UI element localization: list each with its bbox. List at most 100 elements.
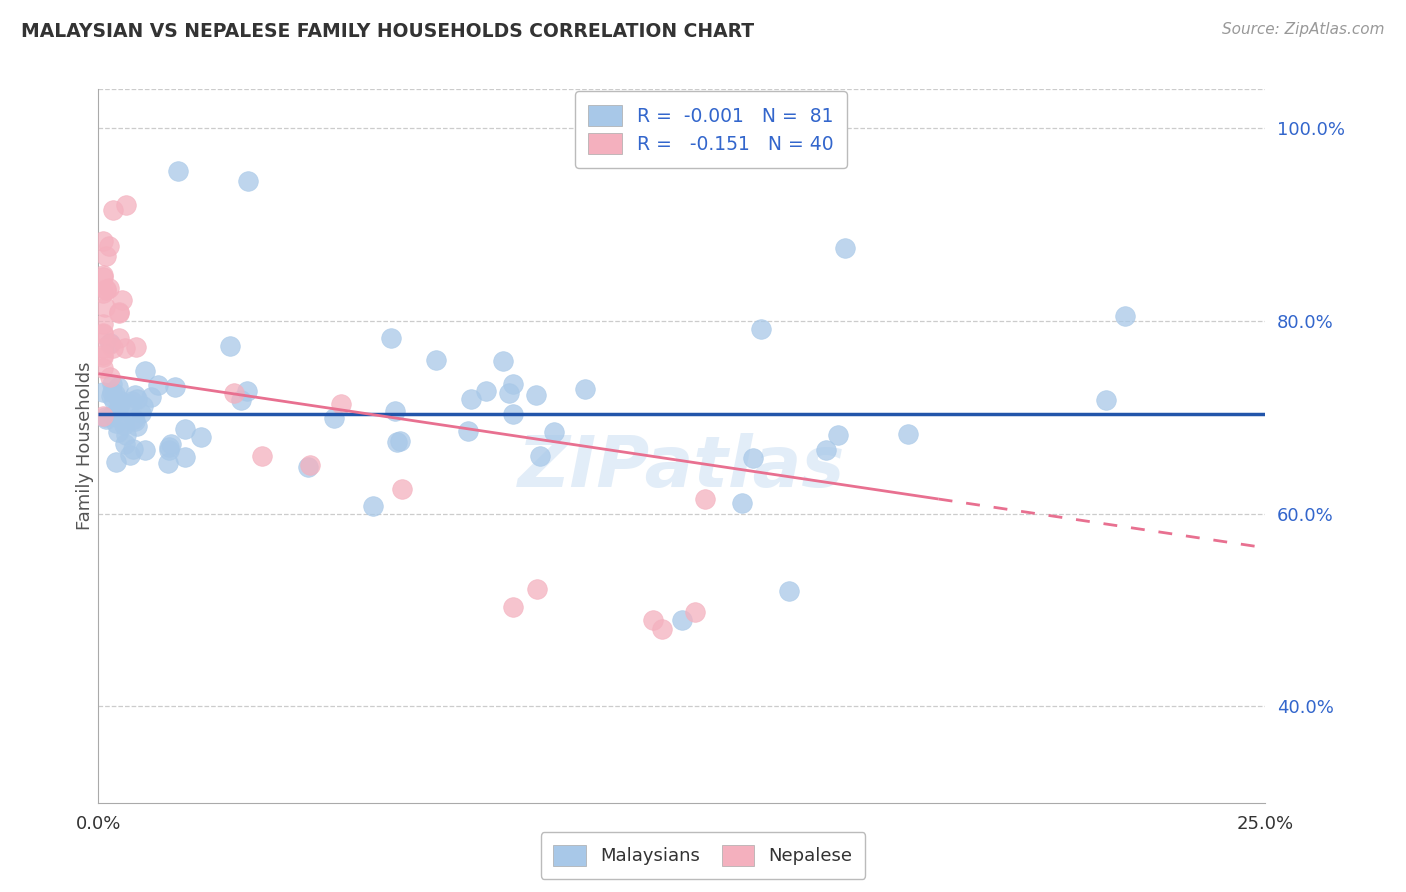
Point — [742, 450, 765, 465]
Point — [107, 380, 129, 394]
Point — [125, 340, 148, 354]
Point — [98, 281, 121, 295]
Point — [115, 198, 138, 212]
Point — [91, 268, 114, 282]
Point — [91, 341, 114, 355]
Point — [108, 410, 131, 425]
Point — [91, 326, 114, 341]
Point — [683, 605, 706, 619]
Point — [134, 364, 156, 378]
Point — [101, 376, 124, 391]
Y-axis label: Family Households: Family Households — [76, 362, 94, 530]
Point — [111, 293, 134, 308]
Point — [163, 380, 186, 394]
Point — [100, 337, 122, 351]
Point — [897, 426, 920, 441]
Legend: R =  -0.001   N =  81, R =   -0.151   N = 40: R = -0.001 N = 81, R = -0.151 N = 40 — [575, 92, 846, 168]
Point — [236, 174, 259, 188]
Point — [114, 428, 136, 442]
Point — [101, 341, 124, 355]
Point — [380, 330, 402, 344]
Point — [121, 393, 143, 408]
Point — [101, 202, 124, 217]
Point — [107, 425, 129, 439]
Point — [107, 402, 129, 417]
Text: Source: ZipAtlas.com: Source: ZipAtlas.com — [1222, 22, 1385, 37]
Point — [112, 418, 135, 433]
Point — [91, 409, 114, 424]
Point — [91, 285, 114, 300]
Point — [671, 613, 693, 627]
Point — [460, 392, 482, 407]
Point — [231, 393, 253, 408]
Point — [299, 458, 322, 472]
Point — [391, 483, 413, 497]
Point — [122, 442, 145, 456]
Point — [190, 430, 212, 444]
Point — [388, 434, 411, 448]
Point — [91, 348, 114, 362]
Point — [361, 499, 384, 513]
Point — [219, 339, 242, 353]
Point — [104, 416, 127, 430]
Point — [384, 403, 406, 417]
Point — [425, 352, 447, 367]
Point — [651, 622, 673, 636]
Point — [643, 613, 665, 627]
Point — [105, 454, 128, 468]
Point — [108, 392, 131, 407]
Point — [457, 424, 479, 438]
Point — [120, 448, 142, 462]
Point — [526, 582, 548, 596]
Text: ZIPatlas: ZIPatlas — [519, 433, 845, 502]
Point — [94, 412, 117, 426]
Point — [94, 409, 117, 424]
Point — [91, 318, 114, 332]
Point — [94, 250, 117, 264]
Point — [730, 495, 752, 509]
Point — [250, 449, 273, 463]
Point — [117, 397, 139, 411]
Point — [94, 283, 117, 297]
Point — [174, 450, 197, 464]
Point — [100, 335, 122, 350]
Point — [492, 354, 515, 368]
Point — [815, 443, 838, 458]
Point — [104, 386, 127, 401]
Point — [173, 422, 195, 436]
Point — [502, 599, 524, 614]
Point — [1114, 309, 1136, 323]
Point — [778, 583, 800, 598]
Point — [101, 384, 124, 399]
Point — [114, 342, 136, 356]
Point — [108, 304, 131, 318]
Point — [498, 385, 520, 400]
Point — [827, 427, 849, 442]
Point — [297, 459, 319, 474]
Point — [222, 386, 245, 401]
Point — [323, 411, 346, 425]
Point — [122, 412, 145, 426]
Point — [91, 235, 114, 249]
Point — [236, 384, 259, 398]
Point — [834, 241, 856, 255]
Point — [91, 350, 114, 364]
Point — [387, 435, 409, 450]
Point — [103, 394, 125, 409]
Point — [101, 409, 124, 423]
Point — [124, 414, 146, 428]
Point — [695, 491, 717, 506]
Point — [98, 239, 121, 253]
Text: MALAYSIAN VS NEPALESE FAMILY HOUSEHOLDS CORRELATION CHART: MALAYSIAN VS NEPALESE FAMILY HOUSEHOLDS … — [21, 22, 754, 41]
Point — [108, 306, 131, 320]
Point — [100, 389, 122, 403]
Legend: Malaysians, Nepalese: Malaysians, Nepalese — [541, 832, 865, 879]
Point — [108, 330, 131, 344]
Point — [159, 437, 181, 451]
Point — [94, 282, 117, 296]
Point — [502, 407, 524, 421]
Point — [125, 392, 148, 407]
Point — [91, 384, 114, 399]
Point — [124, 387, 146, 401]
Point — [127, 418, 149, 433]
